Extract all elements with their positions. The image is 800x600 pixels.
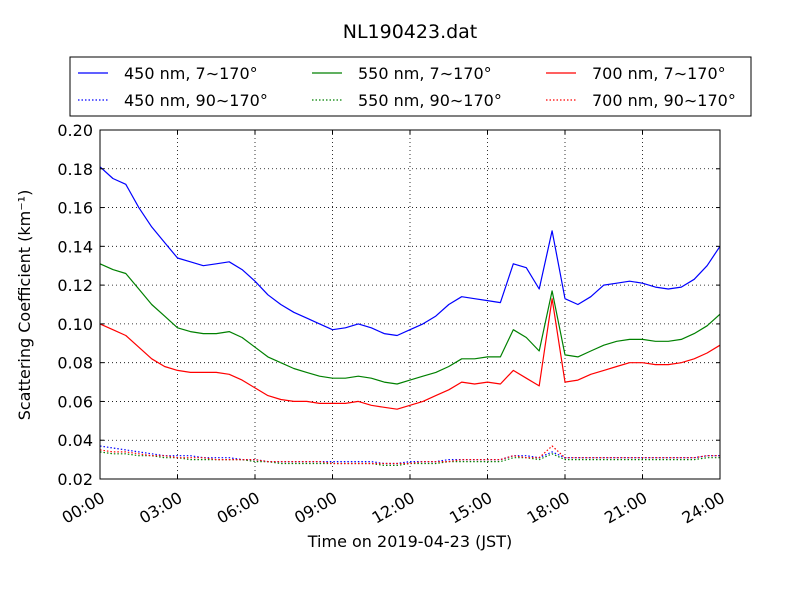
legend-label-3: 550 nm, 7∼170° — [358, 64, 492, 83]
series-group — [99, 166, 721, 466]
series-line-1 — [99, 166, 721, 337]
y-tick-label: 0.18 — [57, 160, 93, 179]
y-tick-label: 0.02 — [57, 470, 93, 489]
legend-label-5: 700 nm, 7∼170° — [592, 64, 726, 83]
x-axis-label: Time on 2019-04-23 (JST) — [307, 532, 512, 551]
y-tick-label: 0.16 — [57, 199, 93, 218]
y-tick-label: 0.06 — [57, 392, 93, 411]
grid — [100, 130, 720, 479]
series-line-3 — [99, 263, 721, 385]
y-tick-label: 0.20 — [57, 121, 93, 140]
chart-title: NL190423.dat — [343, 21, 478, 43]
y-axis-label: Scattering Coefficient (km⁻¹) — [15, 190, 34, 421]
series-line-5 — [99, 298, 721, 410]
legend-label-6: 700 nm, 90∼170° — [592, 91, 736, 110]
y-tick-label: 0.08 — [57, 354, 93, 373]
series-line-2 — [99, 445, 720, 465]
y-tick-label: 0.12 — [57, 276, 93, 295]
y-tick-label: 0.04 — [57, 431, 93, 450]
legend-label-4: 550 nm, 90∼170° — [358, 91, 502, 110]
legend: 450 nm, 7∼170° 450 nm, 90∼170° 550 nm, 7∼1… — [69, 56, 752, 117]
y-tick-label: 0.10 — [57, 315, 93, 334]
legend-frame — [69, 56, 752, 117]
legend-label-2: 450 nm, 90∼170° — [124, 91, 268, 110]
legend-label-1: 450 nm, 7∼170° — [124, 64, 258, 83]
y-tick-label: 0.14 — [57, 237, 93, 256]
